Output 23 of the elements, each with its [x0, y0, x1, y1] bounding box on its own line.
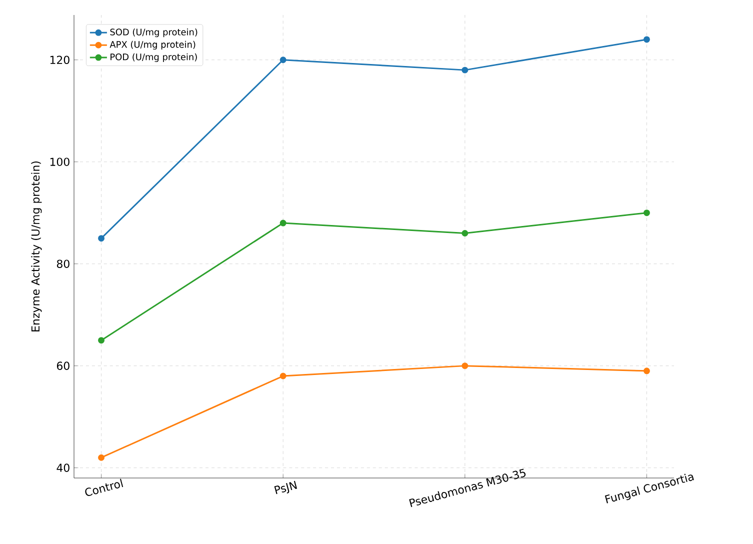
point [98, 337, 105, 344]
point [280, 372, 286, 380]
point [643, 210, 650, 216]
point [280, 220, 286, 226]
y-tick-label: 60 [56, 362, 70, 370]
point [98, 235, 105, 242]
point [643, 368, 650, 374]
legend-label: APX (U/mg protein) [110, 40, 196, 50]
y-axis-title: Enzyme Activity (U/mg protein) [31, 162, 42, 332]
point [462, 66, 468, 74]
point [98, 454, 105, 461]
x-tick-label: PsJN [274, 480, 298, 494]
point [643, 36, 650, 43]
x-tick-label: Control [85, 478, 124, 496]
y-tick-label: 80 [56, 260, 70, 268]
legend-label: POD (U/mg protein) [110, 53, 197, 62]
y-tick-label: 40 [56, 464, 70, 472]
y-tick-label: 120 [50, 56, 70, 64]
y-tick-label: 100 [50, 158, 70, 166]
point [462, 230, 468, 236]
legend-label: SOD (U/mg protein) [110, 28, 198, 38]
point [280, 56, 286, 64]
point [462, 362, 468, 370]
